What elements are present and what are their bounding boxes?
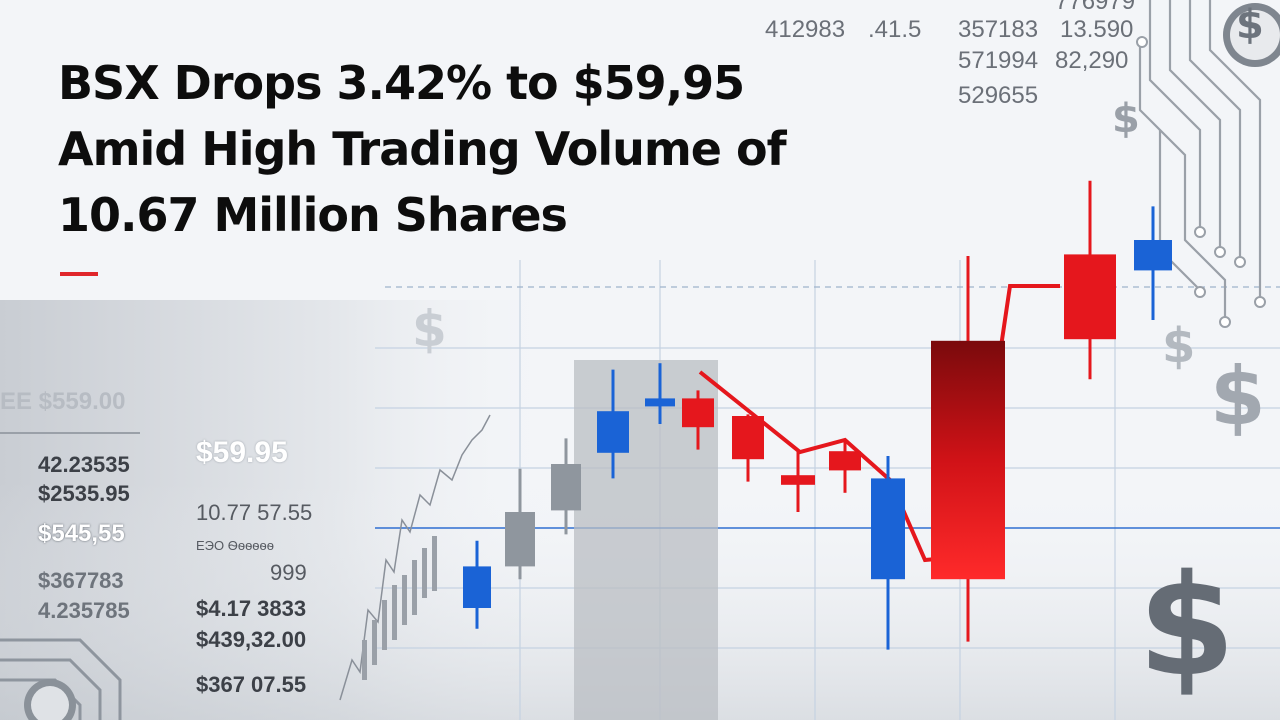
mid-number: $367 07.55 (196, 672, 307, 697)
dollar-sign-icon: $ (1112, 96, 1140, 142)
candle-body (781, 475, 815, 485)
candle-body (463, 566, 491, 608)
left-number: EE $559.00 (0, 388, 126, 415)
top-number: .41.5 (868, 16, 922, 43)
top-number: 13.590 (1060, 16, 1134, 43)
candlestick-chart (463, 180, 1172, 650)
candle-body (682, 398, 714, 428)
mid-number: 999 (270, 560, 307, 585)
top-number: 529655 (958, 82, 1039, 109)
price-label: $59.95 (196, 436, 288, 469)
mid-number: $439,32.00 (196, 627, 307, 652)
candle-body (1134, 240, 1172, 271)
candle-body (551, 464, 581, 511)
dollar-sign-icon: $ (1236, 2, 1264, 48)
top-number: 82,290 (1055, 47, 1129, 74)
top-number: 776979 (1055, 0, 1136, 15)
divider (0, 432, 140, 434)
mid-number: ЕЭО Ѳѳѳѳѳѳ (196, 538, 274, 553)
candle-body (1064, 254, 1116, 340)
candle-body (829, 451, 861, 471)
mid-number: 10.77 57.55 (196, 500, 313, 525)
dollar-sign-icon: $ (1138, 545, 1236, 708)
left-number: $545,55 (38, 520, 125, 547)
dollar-sign-icon: $ (1210, 350, 1266, 443)
top-number: 357183 (958, 16, 1039, 43)
top-number: 412983 (765, 16, 846, 43)
accent-rule (60, 272, 98, 276)
mid-number: $4.17 3833 (196, 596, 307, 621)
candle-body (871, 478, 905, 580)
headline-line-1: BSX Drops 3.42% to $59,95 (58, 56, 745, 110)
left-number: $2535.95 (38, 481, 130, 506)
candle-body (505, 512, 535, 567)
left-number: $367783 (38, 568, 124, 593)
dollar-sign-icon: $ (412, 300, 447, 358)
headline-line-3: 10.67 Million Shares (58, 188, 568, 242)
dollar-sign-icon: $ (1162, 318, 1196, 374)
candle-body (597, 411, 629, 453)
left-number: 42.23535 (38, 452, 130, 477)
candle-body (732, 416, 764, 460)
candle-body (645, 398, 675, 407)
headline: BSX Drops 3.42% to $59,95 Amid High Trad… (58, 50, 787, 248)
left-number: 4.235785 (38, 598, 130, 623)
candle-body (931, 340, 1005, 580)
top-number: 571994 (958, 47, 1039, 74)
headline-line-2: Amid High Trading Volume of (58, 122, 787, 176)
